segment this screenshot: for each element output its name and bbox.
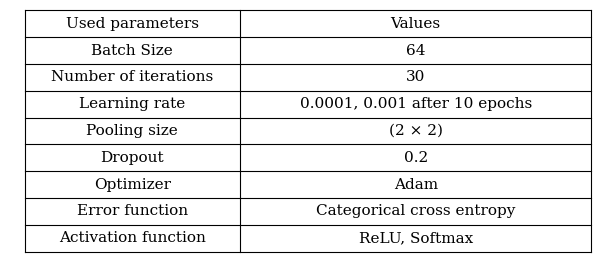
Text: 30: 30 (406, 70, 426, 84)
Text: Number of iterations: Number of iterations (51, 70, 213, 84)
Text: Optimizer: Optimizer (94, 178, 171, 192)
Text: Batch Size: Batch Size (91, 44, 173, 58)
Text: Learning rate: Learning rate (79, 97, 185, 111)
Text: Error function: Error function (77, 204, 188, 218)
Text: Values: Values (391, 17, 440, 31)
Text: ReLU, Softmax: ReLU, Softmax (359, 231, 473, 245)
Text: Used parameters: Used parameters (66, 17, 199, 31)
Text: 0.0001, 0.001 after 10 epochs: 0.0001, 0.001 after 10 epochs (299, 97, 532, 111)
Text: Adam: Adam (394, 178, 438, 192)
Text: Categorical cross entropy: Categorical cross entropy (316, 204, 516, 218)
Text: Dropout: Dropout (100, 151, 164, 165)
Text: 64: 64 (406, 44, 426, 58)
Text: Pooling size: Pooling size (86, 124, 178, 138)
Text: (2 × 2): (2 × 2) (389, 124, 443, 138)
Text: 0.2: 0.2 (403, 151, 428, 165)
Text: Activation function: Activation function (59, 231, 206, 245)
